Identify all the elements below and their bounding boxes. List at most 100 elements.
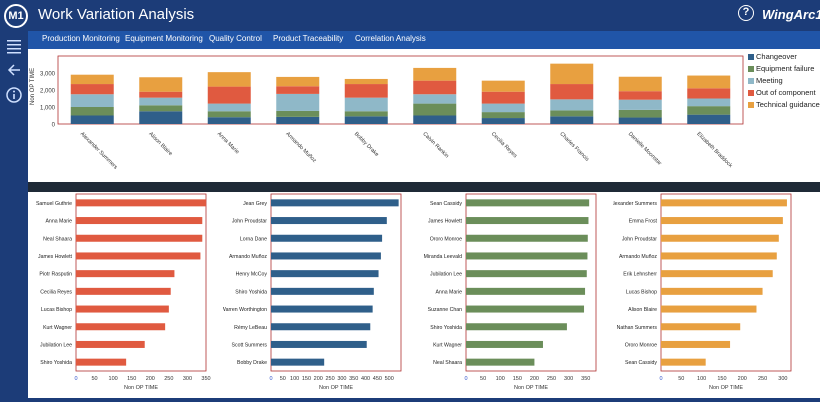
y-tick-label: 2,000 — [40, 89, 56, 95]
bar-segment — [481, 80, 525, 92]
bar — [466, 217, 589, 225]
bar — [76, 217, 203, 225]
app-logo[interactable]: M1 — [4, 4, 28, 28]
x-tick-label: 350 — [581, 376, 590, 382]
bar-segment — [344, 84, 388, 98]
legend-item[interactable]: Equipment failure — [748, 63, 820, 75]
bar — [271, 234, 383, 242]
x-tick-label: 200 — [146, 376, 155, 382]
tab-quality-control[interactable]: Quality Control — [209, 34, 262, 43]
page-title: Work Variation Analysis — [38, 6, 195, 23]
y-tick-label: Miranda Leevald — [424, 254, 462, 260]
x-tick-label: 100 — [496, 376, 505, 382]
x-tick-label: 50 — [480, 376, 486, 382]
x-tick-label: 300 — [183, 376, 192, 382]
bar — [76, 358, 127, 366]
x-tick-label: 150 — [513, 376, 522, 382]
bar-segment — [687, 75, 731, 89]
y-tick-label: John Proudstar — [232, 219, 267, 225]
x-tick-label: Alexander Summers — [79, 131, 119, 171]
legend-item[interactable]: Technical guidance — [748, 99, 820, 111]
stacked-chart-panel: 3,000 2,000 1,000 0 Non OP TIME Alexander Sum… — [28, 49, 820, 182]
bar-segment — [207, 117, 251, 124]
bar — [661, 340, 731, 348]
bar-segment — [139, 91, 183, 98]
ranking-chart-3: Sean Cassidy James Howlett Ororo Monroe Mir… — [424, 193, 597, 391]
info-icon[interactable] — [5, 86, 23, 104]
bar-segment — [70, 107, 114, 116]
bar-segment — [276, 86, 320, 94]
title-bar: M1 Work Variation Analysis ? WingArc1st — [0, 0, 820, 31]
bar-segment — [481, 118, 525, 124]
bar-segment — [618, 117, 662, 124]
y-tick-label: Neal Shaara — [43, 236, 72, 242]
bar-segment — [139, 97, 183, 106]
bar-segment — [276, 110, 320, 117]
bar — [466, 323, 567, 331]
bar-segment — [550, 63, 594, 85]
tab-product-traceability[interactable]: Product Traceability — [273, 34, 344, 43]
x-tick-label: 250 — [547, 376, 556, 382]
back-arrow-icon[interactable] — [5, 61, 23, 79]
bar — [76, 340, 145, 348]
bar-segment — [344, 78, 388, 85]
tab-production-monitoring[interactable]: Production Monitoring — [42, 34, 120, 43]
x-tick-label: Cecilia Reyes — [490, 131, 518, 159]
bar — [661, 234, 779, 242]
y-tick-label: Neal Shaara — [433, 360, 462, 366]
y-tick-label: Jubilation Lee — [430, 272, 462, 278]
bar-segment — [207, 111, 251, 118]
x-tick-label: 500 — [385, 376, 394, 382]
help-icon[interactable]: ? — [738, 5, 754, 21]
tab-correlation-analysis[interactable]: Correlation Analysis — [355, 34, 426, 43]
x-tick-label: 200 — [314, 376, 323, 382]
bar-segment — [276, 93, 320, 111]
x-tick-label: 400 — [361, 376, 370, 382]
y-tick-label: Scott Summers — [232, 342, 268, 348]
x-tick-label: 250 — [758, 376, 767, 382]
y-tick-label: Cecilia Reyes — [40, 289, 72, 295]
tab-equipment-monitoring[interactable]: Equipment Monitoring — [125, 34, 203, 43]
y-tick-label: Kurt Wagner — [43, 325, 72, 331]
bar-segment — [413, 115, 457, 124]
bar — [466, 234, 588, 242]
y-tick-label: Shiro Yoshida — [235, 289, 267, 295]
y-tick-label: Jean Grey — [243, 201, 267, 207]
y-tick-label: 0 — [52, 123, 56, 129]
y-axis-label: Non OP TIME — [30, 68, 36, 105]
x-tick-label: Bobby Drake — [353, 131, 380, 158]
x-tick-label: Elizabeth Braddock — [695, 131, 733, 169]
x-tick-label: 0 — [74, 376, 77, 382]
bar — [271, 323, 371, 331]
bar-segment — [618, 99, 662, 110]
bar — [271, 217, 387, 225]
y-tick-label: Piotr Rasputin — [39, 272, 72, 278]
bar-segment — [481, 112, 525, 119]
menu-icon[interactable] — [5, 37, 23, 55]
nav-bar: Production Monitoring Equipment Monitori… — [28, 31, 820, 49]
x-tick-label: 100 — [290, 376, 299, 382]
x-tick-label: 100 — [109, 376, 118, 382]
bar-segment — [413, 94, 457, 104]
bar — [76, 305, 169, 313]
plot-frame — [465, 193, 597, 372]
plot-frame — [57, 55, 744, 125]
ranking-chart-4: Alexander Summers Emma Frost John Proudsta… — [613, 193, 792, 391]
x-tick-label: Alison Blaire — [147, 131, 173, 157]
bar — [76, 252, 201, 260]
y-tick-label: Samuel Guthrie — [36, 201, 72, 207]
legend-item[interactable]: Changeover — [748, 51, 820, 63]
x-tick-label: 200 — [530, 376, 539, 382]
legend-item[interactable]: Out of component — [748, 87, 820, 99]
bar — [76, 270, 175, 278]
bar-segment — [550, 110, 594, 117]
legend-item[interactable]: Meeting — [748, 75, 820, 87]
plot-frame — [270, 193, 402, 372]
bar — [271, 252, 381, 260]
bar-segment — [618, 91, 662, 100]
bar — [271, 199, 399, 207]
y-tick-label: Sean Cassidy — [625, 360, 657, 366]
bar — [466, 252, 588, 260]
plot-frame — [75, 193, 207, 372]
y-tick-label: 1,000 — [40, 106, 56, 112]
